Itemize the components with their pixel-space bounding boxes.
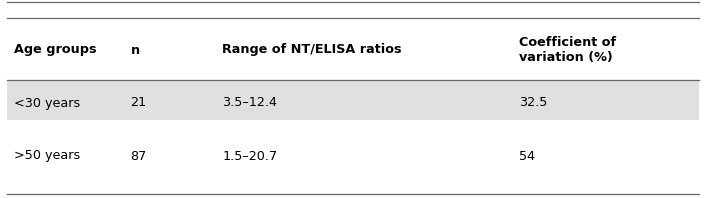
Text: 87: 87 (131, 149, 147, 163)
Text: 32.5: 32.5 (519, 96, 547, 109)
Text: n: n (131, 44, 140, 56)
Text: Coefficient of
variation (%): Coefficient of variation (%) (519, 35, 616, 65)
Text: >50 years: >50 years (14, 149, 80, 163)
Text: 54: 54 (519, 149, 535, 163)
Text: 3.5–12.4: 3.5–12.4 (222, 96, 277, 109)
Text: 1.5–20.7: 1.5–20.7 (222, 149, 277, 163)
Text: Age groups: Age groups (14, 44, 97, 56)
Bar (7, 80, 699, 120)
Text: 21: 21 (131, 96, 147, 109)
Text: Range of NT/ELISA ratios: Range of NT/ELISA ratios (222, 44, 402, 56)
Text: <30 years: <30 years (14, 96, 80, 109)
